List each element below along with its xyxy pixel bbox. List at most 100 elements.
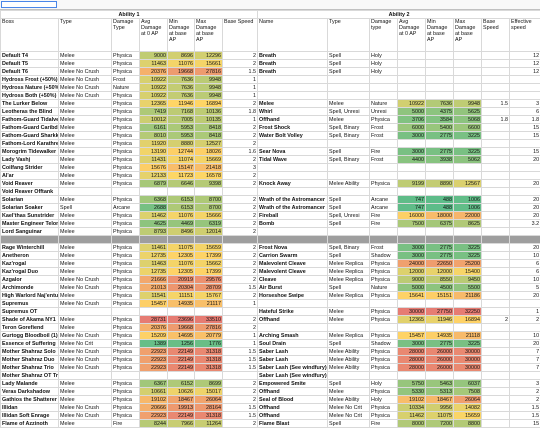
cell[interactable]: 4500: [426, 284, 454, 292]
cell[interactable]: Spell, Binary: [328, 132, 370, 140]
name-cell[interactable]: Kaz'rogal: [1, 260, 59, 268]
cell[interactable]: 2: [223, 420, 258, 428]
cell[interactable]: 11462: [140, 212, 168, 220]
cell[interactable]: 15017: [195, 388, 223, 396]
cell[interactable]: [482, 156, 510, 164]
cell[interactable]: [482, 140, 510, 148]
cell[interactable]: 20: [510, 292, 540, 300]
cell[interactable]: 747: [398, 204, 426, 212]
name-cell[interactable]: Default T4: [1, 52, 59, 60]
cell[interactable]: 15209: [140, 332, 168, 340]
cell[interactable]: [370, 324, 398, 332]
cell[interactable]: [482, 284, 510, 292]
cell[interactable]: Melee Replica: [328, 260, 370, 268]
name-cell[interactable]: Soul Drain: [258, 340, 328, 348]
cell[interactable]: 2: [223, 156, 258, 164]
cell[interactable]: Physica: [112, 244, 140, 252]
cell[interactable]: 10922: [140, 76, 168, 84]
cell[interactable]: 22923: [140, 364, 168, 372]
cell[interactable]: [454, 92, 482, 100]
cell[interactable]: 11463: [140, 260, 168, 268]
cell[interactable]: Physica: [112, 316, 140, 324]
cell[interactable]: Melee: [59, 316, 112, 324]
cell[interactable]: Physica: [112, 300, 140, 308]
cell[interactable]: 5313: [426, 388, 454, 396]
cell[interactable]: 31318: [195, 348, 223, 356]
cell[interactable]: Melee: [59, 164, 112, 172]
cell[interactable]: 1: [223, 76, 258, 84]
cell[interactable]: 7: [510, 356, 540, 364]
cell[interactable]: 12365: [398, 316, 426, 324]
cell[interactable]: Physica: [112, 356, 140, 364]
cell[interactable]: 2: [510, 316, 540, 324]
name-cell[interactable]: Saber Lash (See windfury): [258, 372, 328, 380]
name-cell[interactable]: Anetheron: [1, 252, 59, 260]
cell[interactable]: Melee: [59, 388, 112, 396]
cell[interactable]: Melee: [59, 380, 112, 388]
cell[interactable]: 20666: [140, 404, 168, 412]
cell[interactable]: 8418: [195, 132, 223, 140]
cell[interactable]: 1.8: [510, 116, 540, 124]
cell[interactable]: 22923: [140, 412, 168, 420]
cell[interactable]: 5000: [398, 284, 426, 292]
cell[interactable]: 5953: [168, 132, 195, 140]
cell[interactable]: Physica: [112, 60, 140, 68]
cell[interactable]: 20: [510, 196, 540, 204]
cell[interactable]: [398, 52, 426, 60]
cell[interactable]: Physica: [370, 388, 398, 396]
cell[interactable]: [482, 308, 510, 316]
cell[interactable]: 8700: [195, 196, 223, 204]
name-cell[interactable]: [258, 172, 328, 180]
cell[interactable]: [328, 164, 370, 172]
cell[interactable]: Spell: [328, 340, 370, 348]
cell[interactable]: 15676: [140, 164, 168, 172]
cell[interactable]: Melee No Crush: [59, 348, 112, 356]
cell[interactable]: 31318: [195, 412, 223, 420]
cell[interactable]: 33510: [195, 316, 223, 324]
cell[interactable]: [223, 372, 258, 380]
name-cell[interactable]: Air Burst: [258, 284, 328, 292]
cell[interactable]: 3: [510, 380, 540, 388]
cell[interactable]: [482, 188, 510, 196]
cell[interactable]: 11151: [168, 292, 195, 300]
cell[interactable]: Spell: [328, 284, 370, 292]
cell[interactable]: Holy: [370, 380, 398, 388]
name-cell[interactable]: Morogrim Tidewalker: [1, 148, 59, 156]
cell[interactable]: Physica: [112, 116, 140, 124]
cell[interactable]: Physica: [370, 268, 398, 276]
cell[interactable]: 28731: [140, 316, 168, 324]
cell[interactable]: [370, 84, 398, 92]
name-cell[interactable]: Hydross Both (+50%): [1, 92, 59, 100]
cell[interactable]: Physica: [112, 212, 140, 220]
cell[interactable]: [398, 76, 426, 84]
cell[interactable]: 2: [223, 396, 258, 404]
cell[interactable]: [370, 76, 398, 84]
cell[interactable]: Melee: [59, 252, 112, 260]
cell[interactable]: 28164: [195, 404, 223, 412]
cell[interactable]: [482, 236, 510, 244]
cell[interactable]: 10: [510, 332, 540, 340]
cell[interactable]: Arcane: [370, 196, 398, 204]
cell[interactable]: 1.8: [223, 108, 258, 116]
cell[interactable]: 2: [223, 124, 258, 132]
cell[interactable]: 12: [510, 60, 540, 68]
cell[interactable]: 29576: [195, 276, 223, 284]
cell[interactable]: 11723: [168, 172, 195, 180]
cell[interactable]: [168, 188, 195, 196]
cell[interactable]: 2688: [140, 204, 168, 212]
cell[interactable]: Melee: [59, 260, 112, 268]
cell[interactable]: [328, 172, 370, 180]
cell[interactable]: [482, 412, 510, 420]
cell[interactable]: 11463: [140, 60, 168, 68]
cell[interactable]: Melee: [59, 100, 112, 108]
cell[interactable]: Physica: [112, 284, 140, 292]
name-cell[interactable]: Gurtogg Bloodboil (1): [1, 332, 59, 340]
cell[interactable]: Spell, Unresi: [328, 108, 370, 116]
cell[interactable]: 15662: [195, 260, 223, 268]
cell[interactable]: 7500: [398, 220, 426, 228]
cell[interactable]: [510, 372, 540, 380]
cell[interactable]: 1: [223, 92, 258, 100]
cell[interactable]: [510, 228, 540, 236]
cell[interactable]: Frost: [370, 244, 398, 252]
cell[interactable]: 3: [223, 164, 258, 172]
